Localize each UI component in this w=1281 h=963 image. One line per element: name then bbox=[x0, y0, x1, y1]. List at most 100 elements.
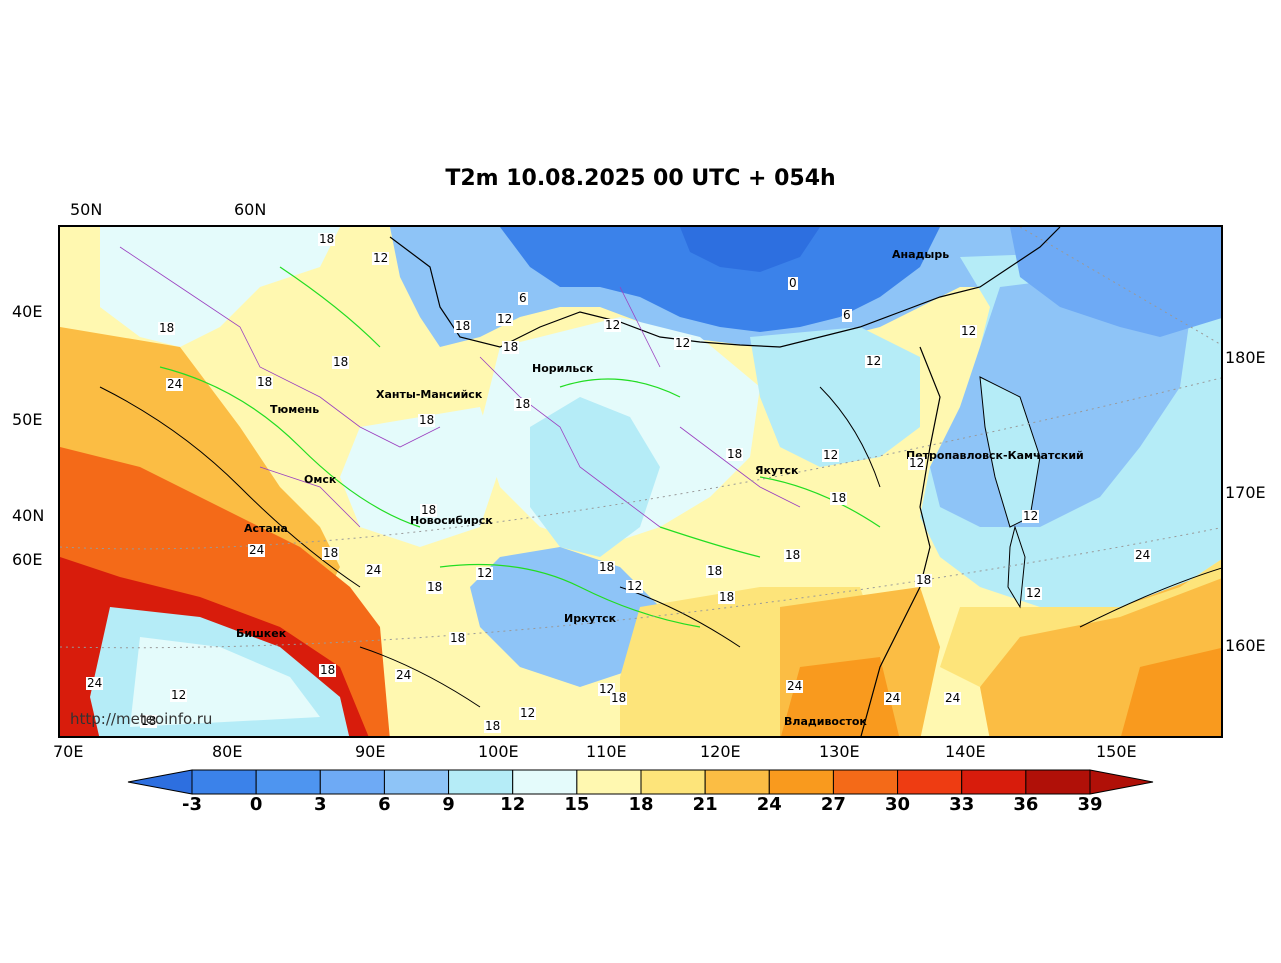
colorbar-tick-label: 15 bbox=[564, 794, 590, 815]
contour-label: 18 bbox=[484, 719, 502, 733]
pacific-transition bbox=[940, 559, 1221, 687]
lon-label-120e: 120E bbox=[700, 742, 741, 761]
contour-label: 18 bbox=[784, 548, 802, 562]
colorbar-tick-label: 9 bbox=[442, 794, 455, 815]
contour-label: 18 bbox=[514, 397, 532, 411]
contour-label: 18 bbox=[598, 560, 616, 574]
contour-label: 12 bbox=[822, 448, 840, 462]
korea-hot bbox=[781, 657, 900, 736]
city-vladivostok: Владивосток bbox=[784, 715, 867, 728]
contour-label: 18 bbox=[915, 573, 933, 587]
contour-label: 24 bbox=[884, 691, 902, 705]
right-label-160e: 160E bbox=[1225, 636, 1266, 655]
colorbar-segment bbox=[897, 769, 963, 795]
contour-label: 18 bbox=[726, 447, 744, 461]
colorbar-tick-label: 30 bbox=[885, 794, 911, 815]
temperature-map[interactable]: Анадырь Норильск Ханты-Мансийск Тюмень Я… bbox=[58, 225, 1223, 738]
contour-label: 6 bbox=[842, 308, 852, 322]
left-label-40n: 40N bbox=[12, 506, 45, 525]
colorbar-segment bbox=[704, 769, 770, 795]
contour-label: 18 bbox=[158, 321, 176, 335]
city-irkutsk: Иркутск bbox=[564, 612, 617, 625]
colorbar-tick-label: 21 bbox=[692, 794, 718, 815]
contour-lines-black bbox=[99, 386, 1221, 708]
colorbar-tick-label: 0 bbox=[249, 794, 263, 815]
colorbar-segment bbox=[640, 769, 706, 795]
colorbar-segment bbox=[383, 769, 450, 795]
contour-label: 18 bbox=[256, 375, 274, 389]
contour-label: 18 bbox=[140, 714, 158, 728]
contour-label: 18 bbox=[318, 232, 336, 246]
contour-label: 24 bbox=[248, 543, 266, 557]
temperature-field bbox=[60, 227, 1221, 736]
contour-label: 12 bbox=[519, 706, 537, 720]
contour-label: 18 bbox=[426, 580, 444, 594]
lon-label-70e: 70E bbox=[53, 742, 84, 761]
contour-label: 24 bbox=[365, 563, 383, 577]
right-label-180e: 180E bbox=[1225, 348, 1266, 367]
contour-label: 24 bbox=[1134, 548, 1152, 562]
city-tyumen: Тюмень bbox=[270, 403, 320, 416]
arctic-coastline bbox=[389, 227, 1061, 348]
city-anadyr: Анадырь bbox=[892, 248, 950, 261]
colorbar-tick-label: 6 bbox=[378, 794, 391, 815]
contour-label: 18 bbox=[420, 503, 438, 517]
colorbar-tick-label: 12 bbox=[500, 794, 526, 815]
contour-label: 12 bbox=[604, 318, 622, 332]
contour-label: 12 bbox=[674, 336, 692, 350]
contour-label: 18 bbox=[830, 491, 848, 505]
lon-label-150e: 150E bbox=[1096, 742, 1137, 761]
colorbar-segment bbox=[255, 769, 321, 795]
colorbar-segment bbox=[1025, 769, 1091, 795]
lon-label-100e: 100E bbox=[478, 742, 519, 761]
contour-label: 18 bbox=[418, 413, 436, 427]
watermark-url: http://meteoinfo.ru bbox=[70, 710, 213, 728]
colorbar-tick-label: 36 bbox=[1013, 794, 1039, 815]
contour-label: 18 bbox=[718, 590, 736, 604]
contour-label: 12 bbox=[170, 688, 188, 702]
city-yakutsk: Якутск bbox=[755, 464, 799, 477]
west-siberia-pale bbox=[340, 407, 500, 547]
city-petropavlovsk-kamchatsky: Петропавловск-Камчатский bbox=[906, 449, 1084, 462]
contour-label: 18 bbox=[454, 319, 472, 333]
contour-label: 18 bbox=[449, 631, 467, 645]
contour-label: 12 bbox=[908, 456, 926, 470]
left-label-50e: 50E bbox=[12, 410, 43, 429]
colorbar-segment bbox=[448, 769, 514, 795]
city-astana: Астана bbox=[244, 522, 288, 535]
colorbar-tick-label: 3 bbox=[314, 794, 327, 815]
contour-label: 12 bbox=[960, 324, 978, 338]
left-label-60e: 60E bbox=[12, 550, 43, 569]
city-khanty-mansiysk: Ханты-Мансийск bbox=[376, 388, 483, 401]
tianshan-mountains-core bbox=[130, 637, 320, 727]
pacific-south-hot bbox=[1121, 647, 1221, 736]
contour-label: 12 bbox=[626, 579, 644, 593]
colorbar-segment bbox=[191, 769, 257, 795]
colorbar-min-extend bbox=[127, 769, 193, 795]
colorbar-tick-label: -3 bbox=[182, 794, 202, 815]
colorbar-segment bbox=[512, 769, 578, 795]
map-title: T2m 10.08.2025 00 UTC + 054h bbox=[445, 166, 836, 191]
contour-label: 12 bbox=[496, 312, 514, 326]
bering-cold-region bbox=[1010, 227, 1221, 337]
graticule bbox=[60, 227, 1221, 649]
contour-label: 18 bbox=[332, 355, 350, 369]
baikal-cold-region bbox=[470, 547, 660, 687]
city-bishkek: Бишкек bbox=[236, 627, 287, 640]
colorbar-segment bbox=[961, 769, 1027, 795]
colorbar-tick-label: 24 bbox=[756, 794, 782, 815]
colorbar-segment bbox=[768, 769, 834, 795]
arctic-deep-cold bbox=[500, 227, 940, 332]
east-siberia-cool bbox=[750, 327, 920, 467]
city-norilsk: Норильск bbox=[532, 362, 594, 375]
colorbar-tick-label: 33 bbox=[949, 794, 975, 815]
contour-label: 18 bbox=[322, 546, 340, 560]
left-label-40e: 40E bbox=[12, 302, 43, 321]
lat-label-60n: 60N bbox=[234, 200, 267, 219]
colorbar bbox=[127, 769, 1154, 795]
contour-label: 6 bbox=[518, 291, 528, 305]
colorbar-tick-label: 27 bbox=[820, 794, 846, 815]
contour-label: 24 bbox=[395, 668, 413, 682]
contour-label: 12 bbox=[865, 354, 883, 368]
lon-label-110e: 110E bbox=[586, 742, 627, 761]
